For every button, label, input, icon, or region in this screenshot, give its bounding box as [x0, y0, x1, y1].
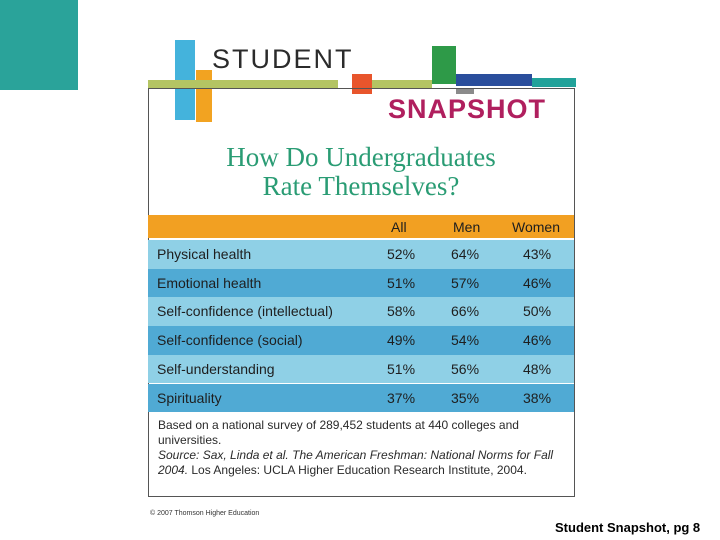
- row-label: Spirituality: [157, 389, 222, 406]
- table-row: Self-confidence (intellectual) 58% 66% 5…: [148, 297, 574, 327]
- table-row: Physical health 52% 64% 43%: [148, 240, 574, 269]
- cell-all: 49%: [387, 332, 416, 349]
- source-title: The American Freshman: National Norms fo…: [158, 448, 554, 477]
- row-label: Self-confidence (social): [157, 332, 303, 349]
- cell-men: 54%: [451, 332, 480, 349]
- cell-all: 37%: [387, 389, 416, 406]
- card-title: How Do Undergraduates Rate Themselves?: [148, 143, 574, 201]
- cell-women: 46%: [523, 274, 552, 291]
- footnote: Based on a national survey of 289,452 st…: [158, 418, 558, 478]
- cell-women: 50%: [523, 303, 552, 320]
- row-label: Self-understanding: [157, 360, 275, 377]
- cell-all: 51%: [387, 274, 416, 291]
- cell-all: 58%: [387, 303, 416, 320]
- cell-all: 52%: [387, 246, 416, 262]
- column-header-all: All: [391, 219, 407, 235]
- row-label: Self-confidence (intellectual): [157, 303, 333, 320]
- column-header-men: Men: [453, 219, 481, 235]
- cell-women: 43%: [523, 246, 552, 262]
- lime-horizontal-bar: [148, 80, 338, 88]
- cell-women: 38%: [523, 389, 552, 406]
- cell-men: 56%: [451, 360, 480, 377]
- table-row: Self-confidence (social) 49% 54% 46%: [148, 326, 574, 355]
- cell-all: 51%: [387, 360, 416, 377]
- cell-men: 66%: [451, 303, 480, 320]
- navy-horizontal-bar: [456, 74, 532, 86]
- ratings-table: All Men Women Physical health 52% 64% 43…: [148, 215, 574, 413]
- source-authors: Sax, Linda et al.: [202, 448, 289, 462]
- student-wordmark: STUDENT: [212, 44, 354, 74]
- card-title-line-1: How Do Undergraduates: [226, 142, 496, 172]
- lime-horizontal-bar-2: [372, 80, 432, 88]
- table-row: Emotional health 51% 57% 46%: [148, 268, 574, 298]
- survey-note: Based on a national survey of 289,452 st…: [158, 418, 519, 447]
- row-label: Emotional health: [157, 274, 262, 291]
- teal-horizontal-bar: [532, 78, 576, 87]
- column-header-women: Women: [512, 219, 560, 235]
- source-note: Source: Sax, Linda et al. The American F…: [158, 448, 558, 478]
- copyright-notice: © 2007 Thomson Higher Education: [150, 510, 260, 517]
- cell-men: 64%: [451, 246, 480, 262]
- source-publisher: Los Angeles: UCLA Higher Education Resea…: [191, 463, 527, 477]
- red-square: [352, 74, 372, 94]
- table-header: All Men Women: [148, 215, 574, 238]
- cell-men: 35%: [451, 389, 480, 406]
- table-row: Spirituality 37% 35% 38%: [148, 383, 574, 413]
- snapshot-wordmark: SNAPSHOT: [388, 94, 547, 124]
- source-label: Source:: [158, 448, 200, 462]
- slide-caption: Student Snapshot, pg 8: [555, 520, 701, 535]
- card-title-line-2: Rate Themselves?: [262, 171, 460, 201]
- cell-women: 46%: [523, 332, 552, 349]
- grey-square: [456, 88, 474, 94]
- green-square: [432, 46, 456, 84]
- row-label: Physical health: [157, 246, 252, 262]
- cell-women: 48%: [523, 360, 552, 377]
- cell-men: 57%: [451, 274, 480, 291]
- teal-corner-square: [0, 0, 78, 90]
- table-row: Self-understanding 51% 56% 48%: [148, 354, 574, 384]
